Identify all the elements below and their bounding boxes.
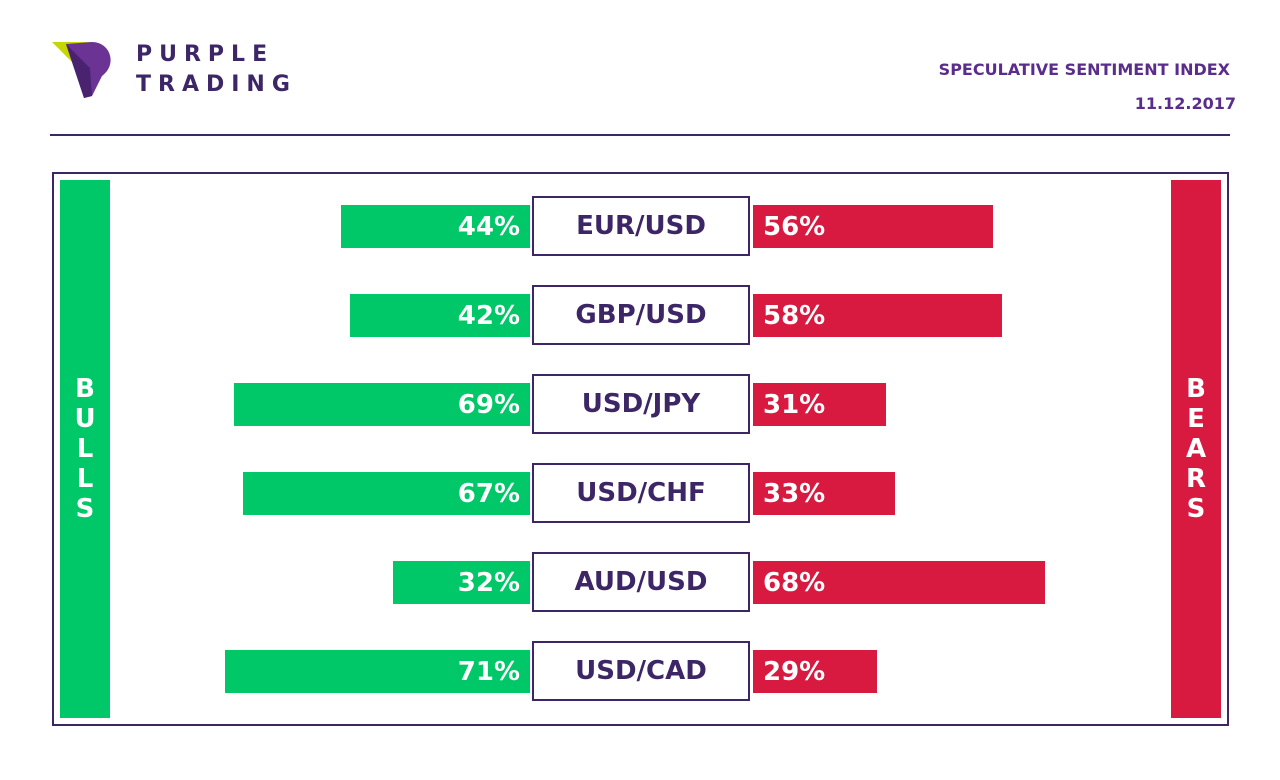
- bulls-bar: 42%: [350, 294, 530, 337]
- bears-bar: 33%: [753, 472, 895, 515]
- bears-value-label: 29%: [763, 657, 826, 687]
- bulls-bar: 67%: [243, 472, 530, 515]
- currency-pair-label: USD/CHF: [532, 463, 750, 523]
- bears-value-label: 56%: [763, 212, 826, 242]
- bears-bar: 29%: [753, 650, 877, 693]
- bulls-label-letter: B: [75, 374, 95, 404]
- brand-logo-icon: [52, 42, 111, 98]
- brand-name-line1: PURPLE: [136, 42, 275, 67]
- bulls-value-label: 32%: [457, 568, 520, 598]
- bears-value-label: 33%: [763, 479, 826, 509]
- chart-title: SPECULATIVE SENTIMENT INDEX: [938, 60, 1230, 79]
- bears-label-letter: A: [1185, 434, 1207, 464]
- bulls-value-label: 42%: [457, 301, 520, 331]
- bears-bar: 58%: [753, 294, 1002, 337]
- bulls-label-letter: U: [74, 404, 96, 434]
- bears-label-letter: B: [1186, 374, 1206, 404]
- bulls-value-label: 69%: [457, 390, 520, 420]
- bears-label-letter: S: [1186, 494, 1206, 524]
- bulls-bar: 44%: [341, 205, 530, 248]
- bears-value-label: 31%: [763, 390, 826, 420]
- bulls-value-label: 44%: [457, 212, 520, 242]
- bulls-label-letter: L: [76, 464, 94, 494]
- bulls-value-label: 71%: [457, 657, 520, 687]
- currency-pair-label: USD/JPY: [532, 374, 750, 434]
- bulls-label-letter: S: [75, 494, 95, 524]
- currency-pair-label: USD/CAD: [532, 641, 750, 701]
- currency-pair-label: AUD/USD: [532, 552, 750, 612]
- bears-value-label: 58%: [763, 301, 826, 331]
- bulls-label-letter: L: [76, 434, 94, 464]
- bears-label-letter: R: [1185, 464, 1207, 494]
- header-divider: [50, 134, 1230, 136]
- currency-pair-label: GBP/USD: [532, 285, 750, 345]
- bears-label-letter: E: [1187, 404, 1205, 434]
- bulls-bar: 32%: [393, 561, 530, 604]
- report-date: 11.12.2017: [1134, 94, 1236, 113]
- bears-value-label: 68%: [763, 568, 826, 598]
- bulls-value-label: 67%: [457, 479, 520, 509]
- bears-bar: 56%: [753, 205, 993, 248]
- bulls-bar: 71%: [225, 650, 530, 693]
- chart-frame: [52, 172, 1229, 726]
- bears-bar: 31%: [753, 383, 886, 426]
- bears-bar: 68%: [753, 561, 1045, 604]
- brand-name-line2: TRADING: [136, 72, 297, 97]
- currency-pair-label: EUR/USD: [532, 196, 750, 256]
- bulls-bar: 69%: [234, 383, 530, 426]
